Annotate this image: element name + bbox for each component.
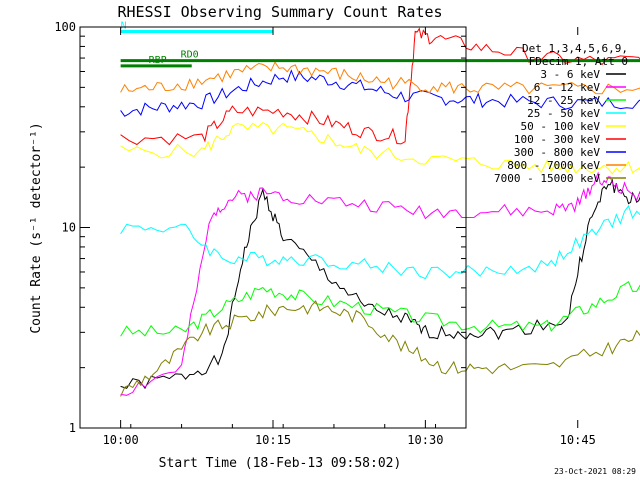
plot-area: NNFRD0RBP10:0010:1510:3010:4511:0011:151… [54, 20, 640, 447]
y-tick-label-2: 100 [54, 20, 76, 34]
legend: Det 1,3,4,5,6,9,FDecim 1, Att 03 - 6 keV… [494, 42, 628, 185]
legend-label-1: 6 - 12 keV [534, 81, 601, 94]
legend-label-8: 7000 - 15000 keV [494, 172, 600, 185]
overlay-label-rbp-4: RBP [149, 55, 167, 66]
series-line-50-100-kev [120, 121, 640, 175]
x-tick-label-0: 10:00 [103, 433, 139, 447]
x-tick-label-3: 10:45 [560, 433, 596, 447]
series-line-12-25-kev [120, 280, 640, 337]
overlay-label-rd0-3: RD0 [181, 50, 199, 61]
legend-label-2: 12 - 25 keV [527, 94, 600, 107]
series-line-100-300-kev [120, 27, 640, 146]
series-line-25-50-kev [120, 204, 640, 280]
legend-label-7: 800 - 7000 keV [507, 159, 600, 172]
footer-date: 23-Oct-2021 08:29 [554, 467, 636, 476]
legend-label-4: 50 - 100 keV [521, 120, 601, 133]
overlay-label-n-0: N [121, 20, 127, 31]
legend-label-5: 100 - 300 keV [514, 133, 600, 146]
y-tick-label-1: 10 [62, 221, 76, 235]
chart-title: RHESSI Observing Summary Count Rates [117, 3, 442, 21]
legend-label-0: 3 - 6 keV [540, 68, 600, 81]
series-line-800-7000-kev [120, 61, 640, 95]
series-line-6-12-kev [120, 171, 640, 396]
x-tick-label-2: 10:30 [407, 433, 443, 447]
legend-label-6: 300 - 800 keV [514, 146, 600, 159]
x-tick-label-1: 10:15 [255, 433, 291, 447]
legend-header-0: Det 1,3,4,5,6,9, [522, 42, 628, 55]
legend-label-3: 25 - 50 keV [527, 107, 600, 120]
y-axis-label: Count Rate (s⁻¹ detector⁻¹) [29, 122, 44, 333]
x-axis-label: Start Time (18-Feb-13 09:58:02) [159, 456, 402, 471]
series-line-7000-15000-kev [120, 300, 640, 397]
y-tick-label-0: 1 [69, 421, 76, 435]
series-line-300-800-kev [120, 69, 640, 117]
series-line-3-6-kev [120, 178, 640, 390]
legend-header-1: FDecim 1, Att 0 [529, 55, 628, 68]
